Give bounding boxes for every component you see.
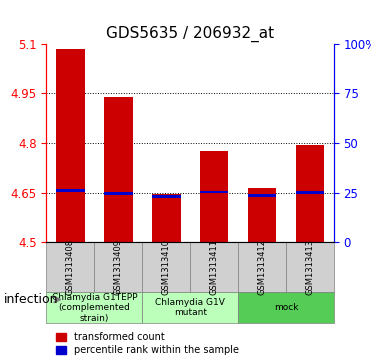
FancyBboxPatch shape [190,242,238,292]
Text: GSM1313410: GSM1313410 [162,239,171,295]
Text: GSM1313409: GSM1313409 [114,239,123,295]
Text: Chlamydia G1TEPP
(complemented
strain): Chlamydia G1TEPP (complemented strain) [52,293,137,323]
Bar [200,151,229,242]
Bar [152,195,181,197]
Legend: transformed count, percentile rank within the sample: transformed count, percentile rank withi… [53,329,242,358]
Text: GSM1313411: GSM1313411 [210,239,219,295]
Bar [152,194,181,242]
Text: GSM1313412: GSM1313412 [257,239,266,295]
Title: GDS5635 / 206932_at: GDS5635 / 206932_at [106,26,274,42]
Text: infection: infection [4,293,58,306]
FancyBboxPatch shape [142,292,238,323]
Bar [56,189,85,192]
Bar [56,49,85,242]
Bar [104,97,133,242]
Bar [248,194,276,197]
Bar [200,191,229,193]
Bar [296,144,324,242]
FancyBboxPatch shape [238,242,286,292]
Text: GSM1313413: GSM1313413 [305,239,315,295]
FancyBboxPatch shape [46,242,94,292]
FancyBboxPatch shape [238,292,334,323]
FancyBboxPatch shape [46,292,142,323]
Text: GSM1313408: GSM1313408 [66,239,75,295]
Bar [296,191,324,193]
Text: mock: mock [274,303,298,312]
Text: Chlamydia G1V
mutant: Chlamydia G1V mutant [155,298,225,317]
FancyBboxPatch shape [286,242,334,292]
Bar [248,188,276,242]
FancyBboxPatch shape [142,242,190,292]
Bar [104,192,133,195]
FancyBboxPatch shape [94,242,142,292]
